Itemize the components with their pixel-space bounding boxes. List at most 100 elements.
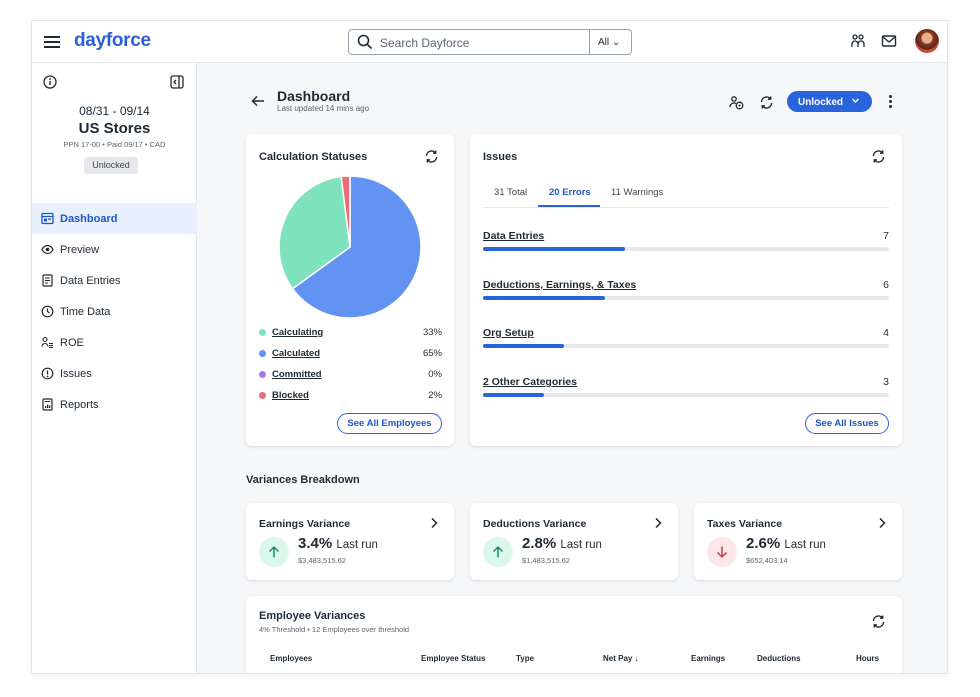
app-window: dayforce Search Dayforce All ⌄ 08/31 - 0… (31, 20, 948, 674)
search-icon (357, 34, 373, 50)
see-all-employees-button[interactable]: See All Employees (337, 413, 442, 434)
sidebar-item-label: Dashboard (60, 213, 118, 225)
issue-row: Org Setup 4 (483, 327, 889, 357)
variance-amount: $1,483,515.62 (522, 556, 570, 565)
pay-period-details: PPN 17-00 • Paid 09/17 • CAD (63, 140, 166, 149)
arrow-up-icon (492, 545, 504, 558)
alert-icon (41, 367, 54, 380)
pie-slice-calculated[interactable] (291, 175, 422, 319)
card-subtitle: 4% Threshold • 12 Employees over thresho… (259, 625, 410, 634)
chevron-right-icon[interactable] (877, 517, 887, 529)
sidebar-item-data-entries[interactable]: Data Entries (32, 265, 197, 296)
avatar[interactable] (915, 29, 939, 53)
variance-title: Earnings Variance (259, 518, 351, 530)
issue-row: Deductions, Earnings, & Taxes 6 (483, 279, 889, 309)
card-title: Issues (483, 151, 518, 163)
menu-icon[interactable] (44, 33, 60, 49)
legend-dot (259, 392, 266, 399)
pay-period-dates: 08/31 - 09/14 (79, 104, 150, 118)
legend-value: 33% (422, 327, 442, 338)
sidebar-item-issues[interactable]: Issues (32, 358, 197, 389)
legend-label[interactable]: Calculating (272, 327, 324, 338)
legend-label[interactable]: Committed (272, 369, 322, 380)
lock-status-button[interactable]: Unlocked (787, 91, 872, 112)
mail-icon[interactable] (881, 33, 897, 49)
trend-badge (707, 537, 737, 567)
legend-label[interactable]: Calculated (272, 348, 321, 359)
legend-dot (259, 371, 266, 378)
calculation-statuses-card: Calculation Statuses Calculating 33% Cal… (246, 134, 454, 446)
column-header-employees[interactable]: Employees (270, 654, 313, 663)
trend-badge (259, 537, 289, 567)
issue-category-link[interactable]: Data Entries (483, 230, 545, 242)
tab-errors[interactable]: 20 Errors (549, 187, 591, 198)
refresh-icon[interactable] (871, 614, 886, 629)
sidebar-item-time-data[interactable]: Time Data (32, 296, 197, 327)
chevron-right-icon[interactable] (653, 517, 663, 529)
earnings-variance-card[interactable]: Earnings Variance 3.4% Last run $3,483,5… (246, 503, 454, 580)
tab-total[interactable]: 31 Total (494, 187, 528, 198)
sidebar-item-reports[interactable]: Reports (32, 389, 197, 420)
issues-card: Issues 31 Total 20 Errors 11 Warnings Da… (470, 134, 902, 446)
column-header-earnings[interactable]: Earnings (691, 654, 726, 663)
sidebar-item-preview[interactable]: Preview (32, 234, 197, 265)
card-title: Employee Variances (259, 610, 366, 622)
search-input[interactable]: Search Dayforce All ⌄ (348, 29, 632, 55)
issue-progress-fill (483, 393, 544, 397)
issue-row: Data Entries 7 (483, 230, 889, 260)
taxes-variance-card[interactable]: Taxes Variance 2.6% Last run $652,403.14 (694, 503, 902, 580)
legend-item: Blocked 2% (259, 389, 442, 403)
sidebar-item-dashboard[interactable]: Dashboard (32, 203, 197, 234)
legend-item: Calculating 33% (259, 326, 442, 340)
sidebar-item-label: ROE (60, 337, 84, 349)
column-header-type[interactable]: Type (516, 654, 535, 663)
employee-variances-card: Employee Variances 4% Threshold • 12 Emp… (246, 596, 902, 673)
sidebar-item-roe[interactable]: ROE (32, 327, 197, 358)
column-header-employee-status[interactable]: Employee Status (421, 654, 486, 663)
column-header-hours[interactable]: Hours (856, 654, 880, 663)
dashboard-icon (41, 212, 54, 225)
sidebar-item-label: Reports (60, 399, 99, 411)
pie-slice-calculating[interactable] (278, 175, 351, 290)
issue-category-link[interactable]: Org Setup (483, 327, 534, 339)
deductions-variance-card[interactable]: Deductions Variance 2.8% Last run $1,483… (470, 503, 678, 580)
legend-value: 65% (422, 348, 442, 359)
logo: dayforce (74, 30, 151, 51)
sidebar-item-label: Data Entries (60, 275, 121, 287)
variance-amount: $3,483,515.62 (298, 556, 346, 565)
arrow-up-icon (268, 545, 280, 558)
issue-category-link[interactable]: Deductions, Earnings, & Taxes (483, 279, 637, 291)
issue-progress-track (483, 344, 889, 348)
search-scope-select[interactable]: All ⌄ (589, 30, 631, 54)
see-all-issues-button[interactable]: See All Issues (805, 413, 889, 434)
refresh-icon[interactable] (871, 149, 886, 164)
more-options-icon[interactable] (889, 95, 893, 110)
card-title: Calculation Statuses (259, 151, 368, 163)
legend-label[interactable]: Blocked (272, 390, 309, 401)
tab-warnings[interactable]: 11 Warnings (611, 187, 664, 198)
legend-dot (259, 350, 266, 357)
sidebar-item-label: Issues (60, 368, 92, 380)
pie-slice-blocked[interactable] (340, 175, 351, 248)
issue-progress-fill (483, 344, 565, 348)
column-header-net-pay[interactable]: Net Pay ↓ (603, 654, 639, 663)
pay-group-name: US Stores (78, 120, 151, 137)
refresh-icon[interactable] (759, 95, 774, 110)
info-icon[interactable] (43, 75, 57, 89)
back-arrow-icon[interactable] (251, 94, 265, 108)
refresh-icon[interactable] (424, 149, 439, 164)
sidebar: 08/31 - 09/14 US Stores PPN 17-00 • Paid… (32, 63, 197, 673)
sidebar-item-label: Time Data (60, 306, 111, 318)
issue-category-link[interactable]: 2 Other Categories (483, 376, 577, 388)
variance-percent: 2.6% Last run (746, 535, 826, 552)
chevron-right-icon[interactable] (429, 517, 439, 529)
collapse-sidebar-icon[interactable] (170, 75, 184, 89)
column-header-deductions[interactable]: Deductions (757, 654, 801, 663)
issue-progress-track (483, 247, 889, 251)
person-list-icon (41, 336, 53, 348)
variance-title: Deductions Variance (483, 518, 587, 530)
sidebar-item-label: Preview (60, 244, 100, 256)
people-icon[interactable] (850, 33, 866, 49)
document-icon (42, 274, 53, 287)
employee-sync-icon[interactable] (729, 95, 744, 110)
